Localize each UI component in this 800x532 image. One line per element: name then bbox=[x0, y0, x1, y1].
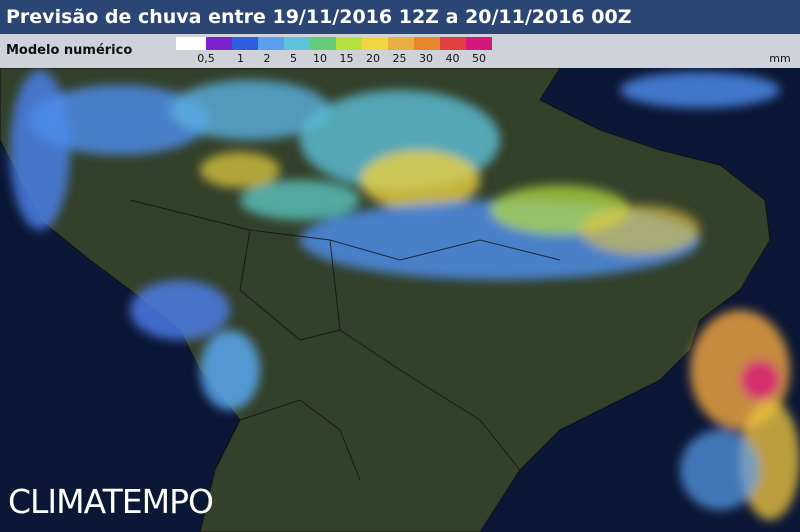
south-america-land bbox=[0, 68, 771, 532]
legend-swatch bbox=[414, 37, 440, 50]
legend-swatch bbox=[176, 37, 206, 50]
legend-swatch bbox=[388, 37, 414, 50]
legend-tick: 40 bbox=[445, 52, 460, 65]
legend-color-scale bbox=[176, 37, 492, 50]
legend-swatch bbox=[362, 37, 388, 50]
legend-unit: mm bbox=[769, 52, 791, 65]
precipitation-legend: Modelo numérico 0,5 1 2 5 10 15 20 25 30 40 50 mm bbox=[0, 34, 800, 68]
legend-swatch bbox=[336, 37, 362, 50]
country-borders bbox=[129, 199, 561, 481]
legend-tick: 5 bbox=[290, 52, 297, 65]
climatempo-logo: CLIMATEMPO bbox=[8, 482, 214, 521]
legend-tick: 0,5 bbox=[197, 52, 215, 65]
legend-swatch bbox=[466, 37, 492, 50]
legend-tick: 10 bbox=[313, 52, 327, 65]
legend-tick: 50 bbox=[472, 52, 486, 65]
legend-tick: 1 bbox=[237, 52, 244, 65]
rain-forecast-map bbox=[0, 68, 800, 532]
legend-tick: 15 bbox=[339, 52, 354, 65]
legend-tick: 20 bbox=[366, 52, 380, 65]
legend-swatch bbox=[284, 37, 310, 50]
map-title: Previsão de chuva entre 19/11/2016 12Z a… bbox=[0, 0, 800, 34]
legend-swatch bbox=[440, 37, 466, 50]
legend-ticks: 0,5 1 2 5 10 15 20 25 30 40 50 mm bbox=[0, 52, 800, 66]
legend-tick: 2 bbox=[263, 52, 271, 65]
legend-swatch bbox=[310, 37, 336, 50]
legend-tick: 30 bbox=[419, 52, 433, 65]
legend-swatch bbox=[258, 37, 284, 50]
legend-swatch bbox=[206, 37, 232, 50]
legend-swatch bbox=[232, 37, 258, 50]
legend-tick: 25 bbox=[392, 52, 407, 65]
legend-label: Modelo numérico bbox=[6, 43, 133, 58]
